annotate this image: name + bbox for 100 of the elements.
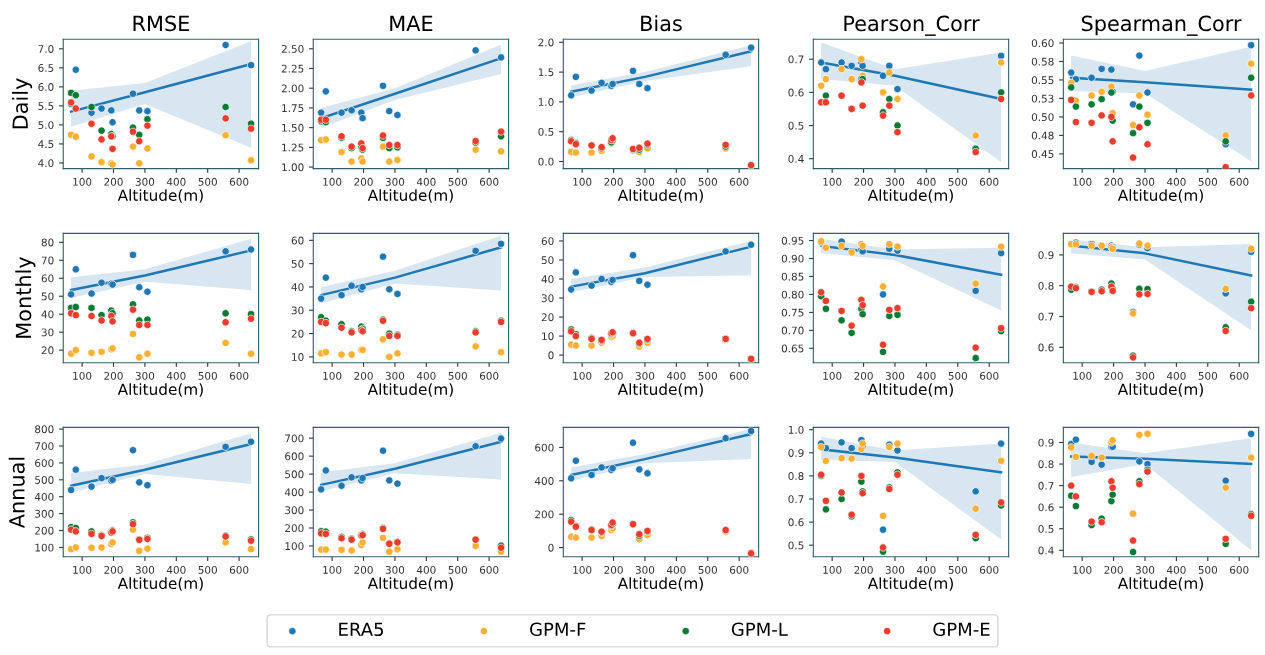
x-tick-label: 100 bbox=[1073, 565, 1092, 574]
legend-label: GPM-E bbox=[933, 622, 990, 637]
y-tick-label: 0.50 bbox=[1031, 113, 1054, 122]
y-tick-label: 60 bbox=[541, 237, 554, 246]
x-tick-label: 500 bbox=[198, 177, 217, 186]
y-axis-title: Monthly bbox=[15, 256, 36, 338]
y-tick-label: 10 bbox=[292, 353, 304, 361]
y-tick-label: 500 bbox=[285, 470, 304, 479]
x-tick-label: 300 bbox=[135, 177, 155, 186]
y-tick-label: 0.4 bbox=[1038, 546, 1054, 555]
y-tick-label: 0.8 bbox=[788, 472, 804, 480]
x-tick-label: 500 bbox=[948, 371, 968, 380]
x-tick-label: 300 bbox=[1135, 565, 1155, 574]
x-axis-title: Altitude(m) bbox=[117, 577, 203, 591]
x-tick-label: 300 bbox=[385, 177, 405, 186]
y-tick-label: 0.95 bbox=[781, 236, 804, 245]
x-tick-label: 500 bbox=[448, 371, 467, 380]
y-tick-label: 100 bbox=[285, 542, 304, 551]
y-tick-label: 0.7 bbox=[788, 55, 804, 64]
x-tick-label: 500 bbox=[698, 565, 717, 574]
y-tick-label: 400 bbox=[534, 477, 554, 485]
y-tick-label: 4.5 bbox=[38, 140, 54, 149]
x-tick-label: 300 bbox=[1135, 371, 1155, 380]
x-tick-label: 100 bbox=[823, 371, 842, 380]
x-tick-label: 500 bbox=[698, 177, 717, 186]
y-tick-label: 0.7 bbox=[788, 495, 804, 504]
y-tick-label: 0.55 bbox=[1031, 76, 1054, 85]
x-tick-label: 200 bbox=[1104, 177, 1123, 186]
y-axis-title: Annual bbox=[8, 457, 25, 529]
x-tick-label: 400 bbox=[666, 371, 686, 380]
x-tick-label: 400 bbox=[916, 177, 936, 186]
x-tick-label: 500 bbox=[698, 371, 717, 380]
x-tick-label: 600 bbox=[479, 177, 499, 186]
x-tick-label: 200 bbox=[854, 565, 873, 574]
y-tick-label: 800 bbox=[35, 425, 54, 434]
y-tick-label: 10 bbox=[542, 332, 554, 341]
y-tick-label: 0 bbox=[548, 351, 554, 360]
y-tick-label: 600 bbox=[535, 443, 554, 452]
y-tick-label: 0.75 bbox=[781, 308, 804, 317]
x-tick-label: 300 bbox=[135, 565, 155, 574]
x-axis-title: Altitude(m) bbox=[117, 383, 203, 397]
x-tick-label: 600 bbox=[479, 371, 499, 380]
y-tick-label: 0.9 bbox=[788, 449, 804, 457]
x-tick-label: 300 bbox=[885, 565, 905, 574]
y-tick-label: 1.50 bbox=[282, 123, 304, 132]
x-axis-title: Altitude(m) bbox=[1117, 383, 1203, 397]
y-tick-label: 0.60 bbox=[1031, 39, 1054, 48]
x-tick-label: 100 bbox=[323, 371, 342, 380]
x-axis-title: Altitude(m) bbox=[867, 383, 953, 397]
y-tick-label: 7.0 bbox=[38, 45, 54, 53]
x-tick-label: 200 bbox=[604, 565, 623, 574]
y-tick-label: 0.80 bbox=[781, 290, 804, 299]
x-tick-label: 400 bbox=[1166, 565, 1186, 574]
x-tick-label: 600 bbox=[479, 565, 499, 574]
x-tick-label: 300 bbox=[635, 371, 655, 380]
x-tick-label: 600 bbox=[729, 371, 749, 380]
y-tick-label: 0.85 bbox=[781, 272, 804, 281]
y-tick-label: 300 bbox=[285, 506, 304, 515]
y-tick-label: 0.48 bbox=[1031, 131, 1054, 140]
x-tick-label: 400 bbox=[666, 177, 686, 186]
chart-title: Pearson_Corr bbox=[844, 15, 980, 36]
y-tick-label: 2.0 bbox=[538, 38, 554, 47]
y-tick-label: 50 bbox=[291, 259, 304, 268]
x-axis-title: Altitude(m) bbox=[867, 189, 953, 203]
y-tick-label: 1.25 bbox=[282, 143, 304, 152]
y-tick-label: 400 bbox=[34, 492, 54, 501]
y-tick-label: 50 bbox=[41, 292, 54, 301]
y-tick-label: 0.0 bbox=[538, 157, 554, 166]
x-tick-label: 600 bbox=[1229, 177, 1249, 186]
x-tick-label: 300 bbox=[885, 177, 905, 186]
y-tick-label: 100 bbox=[35, 543, 54, 552]
chart-title: Bias bbox=[641, 15, 682, 32]
x-tick-label: 400 bbox=[166, 371, 186, 380]
y-tick-label: 2.25 bbox=[281, 64, 304, 73]
y-tick-label: 600 bbox=[35, 459, 54, 467]
x-tick-label: 600 bbox=[979, 565, 999, 574]
y-tick-label: 40 bbox=[291, 283, 304, 292]
y-tick-label: 200 bbox=[35, 526, 54, 535]
x-tick-label: 100 bbox=[823, 565, 842, 574]
legend-label: GPM-F bbox=[530, 622, 586, 637]
y-tick-label: 1.5 bbox=[538, 68, 554, 77]
x-tick-label: 200 bbox=[854, 177, 873, 186]
x-tick-label: 500 bbox=[1198, 371, 1218, 380]
x-tick-label: 500 bbox=[948, 565, 968, 574]
y-tick-label: 0.6 bbox=[1038, 343, 1054, 352]
x-tick-label: 400 bbox=[166, 565, 186, 574]
x-tick-label: 200 bbox=[354, 565, 373, 574]
x-tick-label: 600 bbox=[729, 565, 749, 574]
y-tick-label: 20 bbox=[41, 346, 54, 355]
y-tick-label: 20 bbox=[291, 329, 304, 338]
chart-title: RMSE bbox=[133, 15, 189, 32]
y-tick-label: 0.7 bbox=[1038, 312, 1054, 321]
y-tick-label: 700 bbox=[35, 442, 54, 451]
y-tick-label: 0.8 bbox=[1038, 281, 1054, 290]
x-tick-label: 500 bbox=[198, 565, 217, 574]
x-tick-label: 400 bbox=[916, 565, 936, 574]
x-tick-label: 400 bbox=[416, 565, 436, 574]
x-tick-label: 400 bbox=[916, 371, 936, 380]
x-tick-label: 500 bbox=[948, 177, 968, 186]
y-tick-label: 0.6 bbox=[1038, 503, 1054, 512]
